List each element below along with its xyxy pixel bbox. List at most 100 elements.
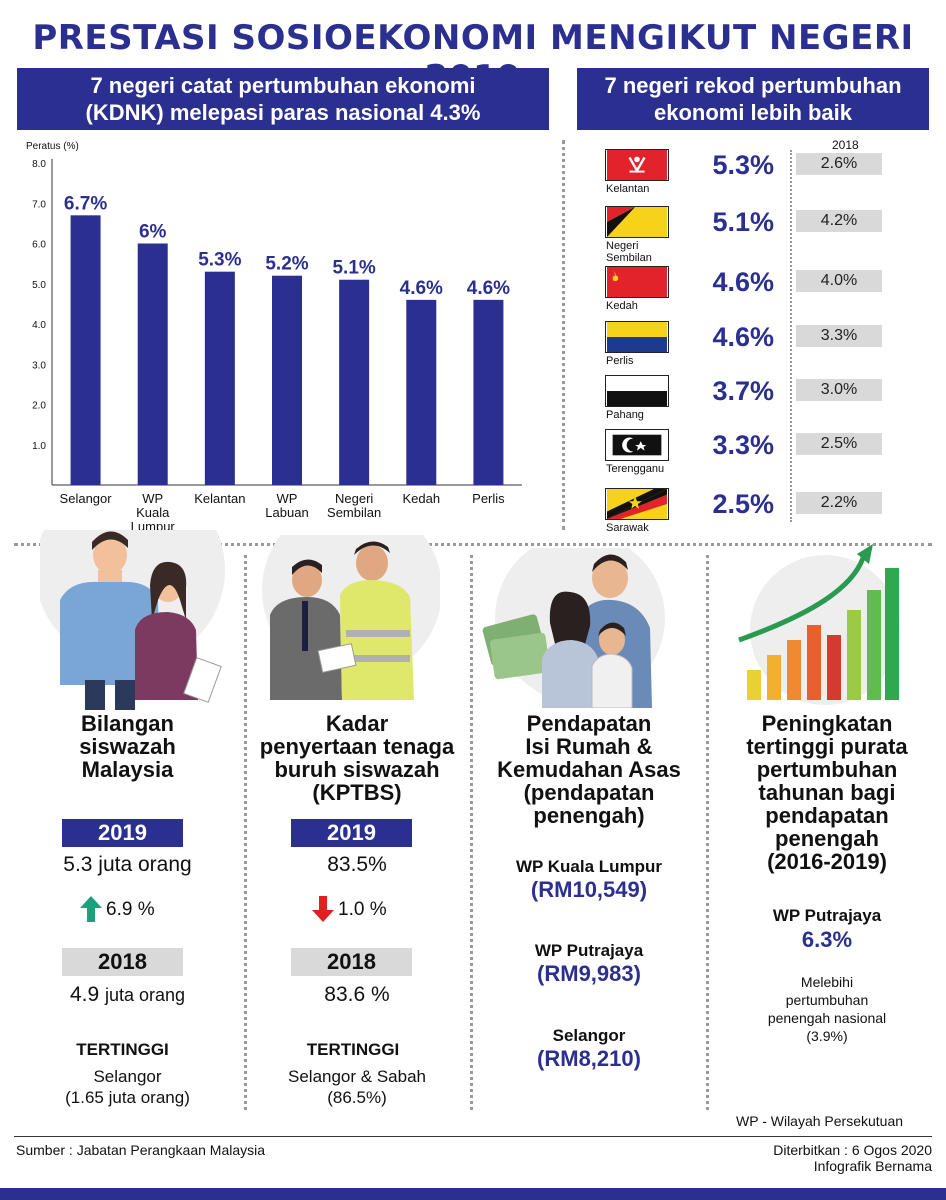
category-label: Labuan: [265, 505, 308, 520]
left-banner-line1: 7 negeri catat pertumbuhan ekonomi: [90, 73, 476, 98]
state-growth-2019: 5.3%: [712, 150, 774, 180]
col3-item-value: (RM8,210): [537, 1046, 641, 1071]
col1-top-detail: Selangor (1.65 juta orang): [20, 1066, 235, 1108]
col3-heading-line: Kemudahan Asas: [497, 757, 681, 782]
y-tick-label: 6.0: [32, 240, 46, 251]
state-growth-2018: 4.0%: [796, 270, 882, 292]
bar: [406, 299, 437, 485]
family-illustration: [482, 548, 665, 708]
col4-note: Melebihi pertumbuhan penengah nasional (…: [712, 973, 942, 1045]
bar: [137, 243, 168, 485]
pahang-flag-icon: [605, 375, 669, 407]
col1-top-line2: (1.65 juta orang): [65, 1088, 190, 1107]
growth-chart-illustration: [738, 544, 900, 705]
state-name: Perlis: [606, 355, 634, 367]
state-growth-2018: 2.5%: [796, 433, 882, 455]
col1-value-2018: 4.9 juta orang: [20, 983, 235, 1007]
y-tick-label: 7.0: [32, 199, 46, 210]
bar: [473, 299, 504, 485]
col2-heading-line: Kadar: [325, 711, 389, 736]
col2-top-line1: Selangor & Sabah: [288, 1067, 426, 1086]
col4-heading-line: penengah: [775, 826, 879, 851]
wp-note: WP - Wilayah Persekutuan: [736, 1113, 904, 1129]
y-tick-label: 4.0: [32, 320, 46, 331]
bar: [204, 271, 235, 485]
col4-heading-line: Peningkatan: [761, 711, 893, 736]
state-growth-2018: 4.2%: [796, 210, 882, 232]
col1-change-value: 6.9 %: [106, 899, 155, 920]
col4-heading-line: tahunan bagi: [758, 780, 896, 805]
col4-heading-line: pertumbuhan: [756, 757, 898, 782]
category-label: WP: [277, 491, 298, 506]
state-growth-2018: 3.0%: [796, 379, 882, 401]
col3-item-value: (RM9,983): [537, 961, 641, 986]
category-label: Perlis: [472, 491, 505, 506]
col3-item-name: WP Kuala Lumpur: [515, 857, 663, 876]
col4-heading: Peningkatan tertinggi purata pertumbuhan…: [712, 712, 942, 873]
y-tick-label: 2.0: [32, 401, 46, 412]
bar: [70, 215, 101, 485]
col3-item-name: WP Putrajaya: [534, 941, 644, 960]
col4-heading-line: (2016-2019): [767, 849, 887, 874]
bar: [339, 279, 370, 485]
col4-note-line: (3.9%): [806, 1028, 848, 1044]
divider-top: [562, 140, 565, 530]
category-label: Kuala: [136, 505, 170, 520]
col1-year-2019: 2019: [62, 819, 183, 847]
category-label: Negeri: [335, 491, 373, 506]
col2-heading-line: penyertaan tenaga: [259, 734, 455, 759]
bar-value-label: 6%: [139, 222, 167, 243]
bar-value-label: 5.2%: [265, 254, 308, 275]
state-name: Sarawak: [606, 522, 649, 534]
col2-value-2019: 83.5%: [327, 853, 387, 876]
col2-heading-line: (KPTBS): [312, 780, 402, 805]
col3-item-name: Selangor: [552, 1026, 626, 1045]
col1-top-label: TERTINGGI: [76, 1040, 169, 1059]
col4-value: 6.3%: [801, 927, 853, 952]
col3-heading-line: penengah): [533, 803, 645, 828]
right-banner-line2: ekonomi lebih baik: [653, 100, 853, 125]
col1-value-2018-num: 4.9: [69, 983, 100, 1006]
state-growth-2019: 2.5%: [712, 489, 774, 519]
state-growth-2019: 3.3%: [712, 430, 774, 460]
state-growth-2019: 4.6%: [712, 267, 774, 297]
bottom-bar: [0, 1188, 946, 1200]
graduates-illustration: [40, 530, 225, 710]
state-name: Pahang: [606, 409, 644, 421]
divider-table: [790, 150, 792, 522]
state-name: Kelantan: [606, 183, 650, 195]
y-axis-label: Peratus (%): [26, 141, 79, 152]
bar-value-label: 5.1%: [332, 258, 375, 279]
sarawak-flag-icon: [605, 488, 669, 520]
divider-col2: [470, 555, 473, 1110]
category-label: Kelantan: [194, 491, 245, 506]
col4-name: WP Putrajaya: [772, 906, 882, 925]
col2-top-line2: (86.5%): [327, 1088, 387, 1107]
state-growth-2018: 2.6%: [796, 153, 882, 175]
col2-top-label: TERTINGGI: [306, 1040, 400, 1059]
arrow-down-icon: [312, 896, 334, 922]
category-label: Selangor: [60, 491, 113, 506]
col2-heading-line: buruh siswazah: [274, 757, 440, 782]
workers-illustration: [262, 535, 440, 700]
category-label: WP: [142, 491, 163, 506]
col1-change: 6.9 %: [80, 896, 190, 922]
perlis-flag-icon: [605, 321, 669, 353]
left-banner: 7 negeri catat pertumbuhan ekonomi (KDNK…: [17, 68, 549, 130]
bar-value-label: 4.6%: [400, 278, 443, 299]
col4-note-line: Melebihi: [800, 974, 854, 990]
kedah-flag-icon: [605, 266, 669, 298]
divider-middle: [14, 543, 932, 546]
state-growth-2019: 3.7%: [712, 376, 774, 406]
col1-top-line1: Selangor: [93, 1067, 162, 1086]
source-text: Sumber : Jabatan Perangkaan Malaysia: [16, 1142, 266, 1158]
state-growth-2019: 4.6%: [712, 322, 774, 352]
col2-value-2018: 83.6 %: [324, 983, 390, 1006]
terengganu-flag-icon: [605, 429, 669, 461]
col3-heading-line: Pendapatan: [526, 711, 652, 736]
col3-heading-line: Isi Rumah &: [525, 734, 653, 759]
y-tick-label: 3.0: [32, 360, 46, 371]
col2-change: 1.0 %: [312, 896, 422, 922]
state-growth-2019: 5.1%: [712, 207, 774, 237]
bar: [272, 275, 302, 485]
